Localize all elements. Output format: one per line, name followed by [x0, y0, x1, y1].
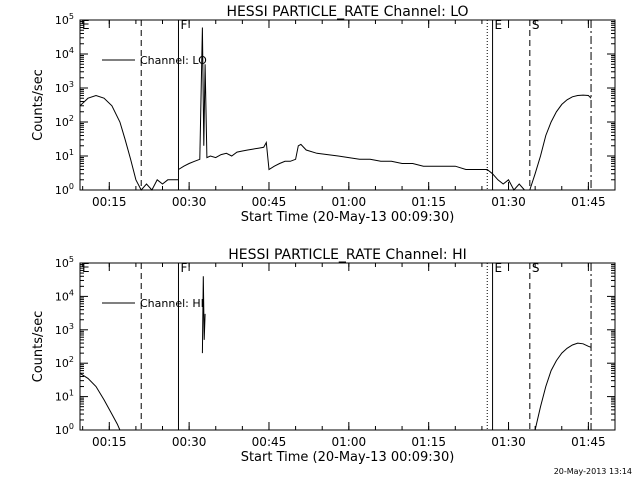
x-tick-label: 00:45 — [252, 195, 287, 209]
event-marker-label: S — [532, 261, 540, 275]
x-tick-label: 00:30 — [172, 435, 207, 449]
y-tick-label: 105 — [55, 12, 74, 27]
x-tick-label: 01:15 — [411, 195, 446, 209]
x-tick-label: 00:15 — [92, 435, 127, 449]
legend-label: Channel: LO — [140, 54, 207, 67]
y-tick-label: 104 — [55, 288, 74, 303]
y-tick-label: 101 — [55, 389, 74, 404]
series-line — [529, 94, 592, 191]
y-tick-label: 105 — [55, 255, 74, 270]
y-tick-label: 102 — [55, 355, 74, 370]
series-line — [492, 173, 525, 191]
x-tick-label: 01:30 — [491, 435, 526, 449]
x-tick-label: 01:15 — [411, 435, 446, 449]
x-tick-label: 00:45 — [252, 435, 287, 449]
y-tick-label: 103 — [55, 80, 74, 95]
chart-panel-1: HESSI PARTICLE_RATE Channel: LO 100 101 102… — [31, 4, 616, 225]
series-line — [201, 276, 206, 354]
y-axis-label: Counts/sec — [31, 311, 46, 383]
x-tick-label: 00:30 — [172, 195, 207, 209]
chart-panel-2: HESSI PARTICLE_RATE Channel: HI 100 101 102… — [31, 247, 616, 465]
event-marker-label: F — [180, 18, 187, 32]
x-tick-label: 01:45 — [571, 195, 606, 209]
chart-title: HESSI PARTICLE_RATE Channel: HI — [228, 247, 466, 263]
series-line — [79, 372, 121, 431]
event-marker-label: E — [495, 18, 503, 32]
y-axis-label: Counts/sec — [31, 69, 46, 141]
x-axis-label: Start Time (20-May-13 00:09:30) — [241, 210, 455, 225]
event-marker-label: F — [180, 261, 187, 275]
y-tick-label: 103 — [55, 322, 74, 337]
legend-label: Channel: HI — [140, 297, 204, 310]
legend: Channel: LO — [102, 54, 207, 67]
legend: Channel: HI — [102, 297, 204, 310]
y-tick-label: 100 — [55, 182, 74, 197]
x-tick-label: 01:00 — [332, 435, 367, 449]
x-tick-label: 00:15 — [92, 195, 127, 209]
plot-frame — [79, 19, 616, 191]
event-marker-label: E — [495, 261, 503, 275]
event-marker-label: E — [82, 261, 90, 275]
event-marker-label: S — [532, 18, 540, 32]
x-tick-label: 01:00 — [332, 195, 367, 209]
y-tick-label: 104 — [55, 46, 74, 61]
x-axis-label: Start Time (20-May-13 00:09:30) — [241, 450, 455, 465]
series-line — [79, 94, 179, 191]
series-line — [534, 342, 592, 431]
x-tick-label: 01:30 — [491, 195, 526, 209]
chart-title: HESSI PARTICLE_RATE Channel: LO — [226, 4, 468, 20]
y-tick-label: 100 — [55, 422, 74, 437]
plot-frame — [79, 262, 616, 431]
y-tick-label: 101 — [55, 148, 74, 163]
series-line — [178, 27, 493, 175]
footer-timestamp: 20-May-2013 13:14 — [553, 467, 632, 476]
event-marker-label: E — [82, 18, 90, 32]
y-tick-label: 102 — [55, 114, 74, 129]
x-tick-label: 01:45 — [571, 435, 606, 449]
